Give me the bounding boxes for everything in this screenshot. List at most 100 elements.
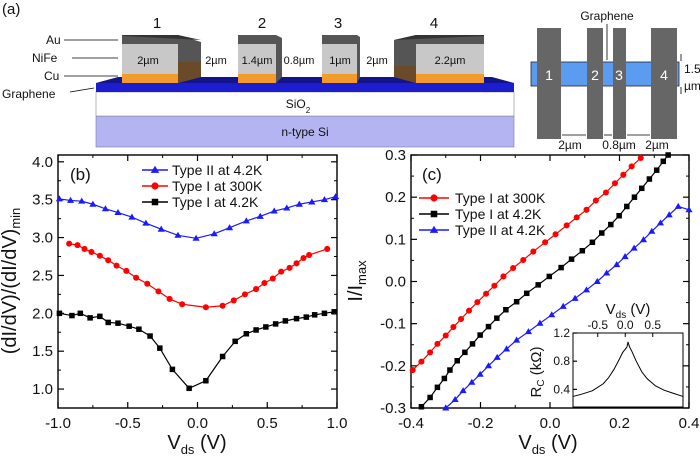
data-point-circle	[483, 290, 490, 297]
data-point-square	[87, 315, 93, 321]
data-point-circle	[105, 257, 112, 264]
y-tick-label: 3.0	[32, 230, 53, 247]
panel-a-label: (a)	[2, 1, 20, 18]
data-point-circle	[602, 189, 609, 196]
legend-label: Type II at 4.2K	[172, 162, 263, 178]
y-axis-label-main: I/I	[345, 285, 367, 302]
inset-y-label-main: R	[528, 386, 545, 397]
data-point-triangle	[442, 404, 450, 411]
data-point-circle	[261, 279, 268, 287]
data-point-circle	[133, 274, 140, 281]
data-point-circle	[466, 307, 473, 314]
data-point-circle	[434, 340, 441, 347]
data-point-square	[454, 358, 460, 364]
x-tick-label: 0.4	[679, 415, 700, 432]
sio2-label: SiO2	[286, 97, 311, 115]
data-point-triangle	[320, 196, 329, 203]
top-graphene-label: Graphene	[580, 9, 634, 23]
data-point-square	[646, 176, 653, 182]
y-tick-label: 0.0	[385, 274, 406, 291]
chart-panel-c: -0.4 -0.2 0.0 0.2 0.4 -0.3 -0.2 -0.1 0.0 0.1 0.2 0.…	[345, 147, 699, 457]
data-point-square	[97, 313, 103, 320]
data-point-square	[126, 323, 132, 329]
series-line	[69, 243, 328, 308]
dimension-label: 2.2µm	[435, 55, 466, 67]
data-point-square	[462, 349, 468, 356]
panel-label: (b)	[70, 165, 91, 184]
data-point-square	[599, 230, 605, 236]
data-point-square	[331, 309, 337, 315]
y-axis-label-main: (dI/dV)/(dI/dV)	[0, 229, 21, 355]
y-axis-label-sub: min	[8, 208, 23, 229]
data-point-circle	[219, 302, 226, 309]
data-point-circle	[74, 242, 81, 249]
data-point-square	[263, 324, 269, 330]
inset-x-axis-label: Vds (V)	[606, 301, 651, 321]
charts: -1.0 -0.5 0.0 0.5 1.0 1.0 1.5 2.0 2.5 3.0 3.5 4.0 Ty…	[0, 147, 699, 457]
electrode-number: 3	[334, 15, 342, 32]
data-point-square	[427, 394, 433, 401]
data-point-circle	[230, 297, 237, 304]
legend-label: Type I at 300K	[172, 178, 263, 194]
contact-number: 4	[660, 67, 668, 83]
data-point-triangle	[429, 225, 439, 233]
data-point-circle	[278, 268, 285, 275]
x-axis-label-sub: ds	[532, 442, 546, 457]
legend-label: Type I at 4.2K	[455, 206, 542, 222]
data-point-triangle	[174, 231, 182, 238]
data-point-circle	[66, 240, 73, 247]
x-tick-label: 0.0	[540, 415, 561, 432]
data-point-triangle	[332, 193, 340, 200]
electrode-4	[394, 35, 484, 83]
data-point-triangle	[685, 206, 693, 213]
data-point-circle	[166, 295, 173, 302]
series-line	[572, 341, 684, 397]
data-point-circle	[300, 254, 307, 262]
y-tick-label: 0.2	[385, 189, 406, 206]
data-point-triangle	[283, 204, 291, 211]
inset-x-label-unit: (V)	[626, 301, 650, 318]
data-point-circle	[269, 275, 276, 282]
sio2-sub: 2	[306, 106, 311, 115]
inset-y-label-unit: (kΩ)	[528, 347, 545, 380]
data-point-circle	[88, 248, 95, 255]
data-point-triangle	[210, 230, 218, 237]
data-point-triangle	[593, 277, 601, 284]
data-point-square	[293, 315, 300, 322]
data-point-square	[77, 310, 84, 317]
data-point-circle	[202, 304, 209, 311]
electrode-number: 1	[153, 15, 161, 32]
data-point-square	[136, 326, 142, 332]
x-tick-label: -0.5	[587, 318, 608, 332]
data-point-triangle	[548, 311, 556, 318]
data-point-square	[665, 152, 671, 158]
data-point-triangle	[78, 197, 86, 204]
x-tick-label: 1.0	[327, 415, 348, 432]
data-point-square	[477, 332, 483, 338]
data-point-circle	[409, 367, 416, 374]
x-axis-label-main: V	[167, 432, 181, 454]
y-tick-label: 1.2	[553, 326, 570, 340]
data-point-triangle	[476, 370, 484, 377]
x-tick-label: -1.0	[45, 415, 71, 432]
data-point-square	[272, 321, 279, 327]
data-point-circle	[442, 332, 449, 339]
x-tick-label: -0.2	[468, 415, 494, 432]
inset-x-label-main: V	[606, 301, 616, 318]
data-point-circle	[286, 264, 293, 271]
data-point-square	[115, 320, 121, 326]
dimension-label: 1.4µm	[242, 55, 273, 67]
data-point-circle	[179, 301, 186, 308]
x-axis-label: Vds (V)	[167, 432, 226, 457]
data-point-circle	[542, 239, 549, 246]
series-type-i-at-300k	[66, 240, 331, 311]
data-point-triangle	[295, 200, 303, 207]
data-point-circle	[96, 252, 103, 259]
data-point-circle	[123, 267, 130, 274]
x-tick-label: 0.0	[617, 318, 634, 332]
y-tick-label: 0.4	[553, 382, 570, 396]
data-point-triangle	[157, 225, 165, 232]
electrode-number: 2	[258, 15, 266, 32]
series-type-i-at-4-2k	[418, 152, 671, 410]
